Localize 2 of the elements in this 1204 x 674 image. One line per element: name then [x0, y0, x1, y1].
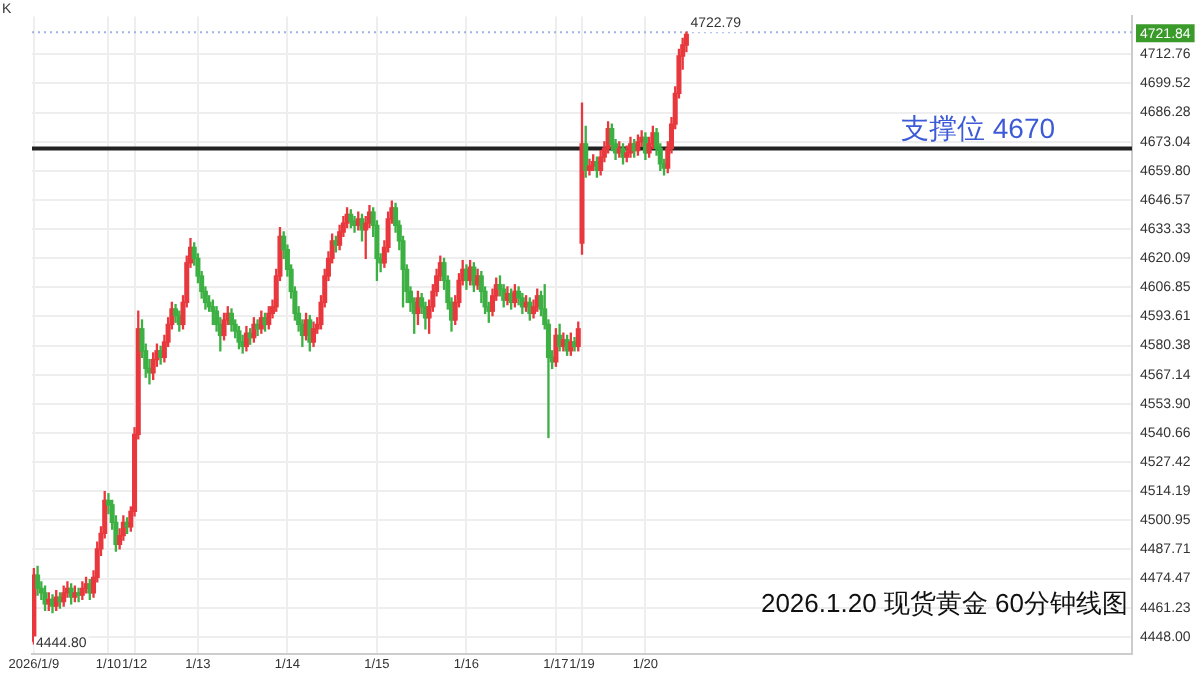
text: 2026.1.20 现货黄金 60分钟线图 [760, 587, 1128, 618]
ref-line-label: 支撑位 4670 [900, 112, 1056, 145]
